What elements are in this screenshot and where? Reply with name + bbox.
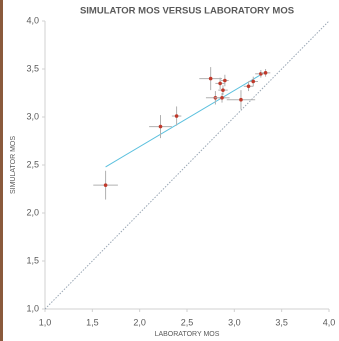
point xyxy=(174,114,179,118)
point xyxy=(251,79,256,84)
x-tick-label: 1,0 xyxy=(39,317,52,327)
y-tick-label: 4,0 xyxy=(26,15,39,25)
point xyxy=(223,78,227,83)
y-tick-label: 3,5 xyxy=(26,63,39,73)
point xyxy=(220,96,224,100)
y-tick-label: 2,5 xyxy=(26,159,39,169)
x-tick-label: 2,0 xyxy=(133,317,146,327)
point xyxy=(263,71,268,75)
x-tick-label: 3,0 xyxy=(228,317,241,327)
reference-line xyxy=(44,20,330,310)
point xyxy=(218,81,222,86)
y-tick-label: 1,0 xyxy=(26,303,39,313)
x-tick-label: 1,5 xyxy=(86,317,99,327)
point xyxy=(246,84,251,89)
trend-line xyxy=(105,71,266,168)
x-tick-label: 3,5 xyxy=(275,317,288,327)
point xyxy=(158,124,163,129)
point xyxy=(208,76,213,81)
point xyxy=(239,97,243,102)
photo-edge xyxy=(0,0,3,341)
y-axis-title: SIMULATOR MOS xyxy=(10,136,17,194)
y-tick-label: 2,0 xyxy=(26,207,39,217)
point xyxy=(221,88,225,92)
x-axis-title: LABORATORY MOS xyxy=(155,331,220,338)
point xyxy=(103,183,108,187)
y-tick-label: 3,0 xyxy=(26,111,39,121)
x-tick-label: 4,0 xyxy=(323,317,336,327)
y-tick-label: 1,5 xyxy=(26,255,39,265)
x-tick-label: 2,5 xyxy=(181,317,194,327)
chart-title: SIMULATOR MOS VERSUS LABORATORY MOS xyxy=(80,6,294,17)
